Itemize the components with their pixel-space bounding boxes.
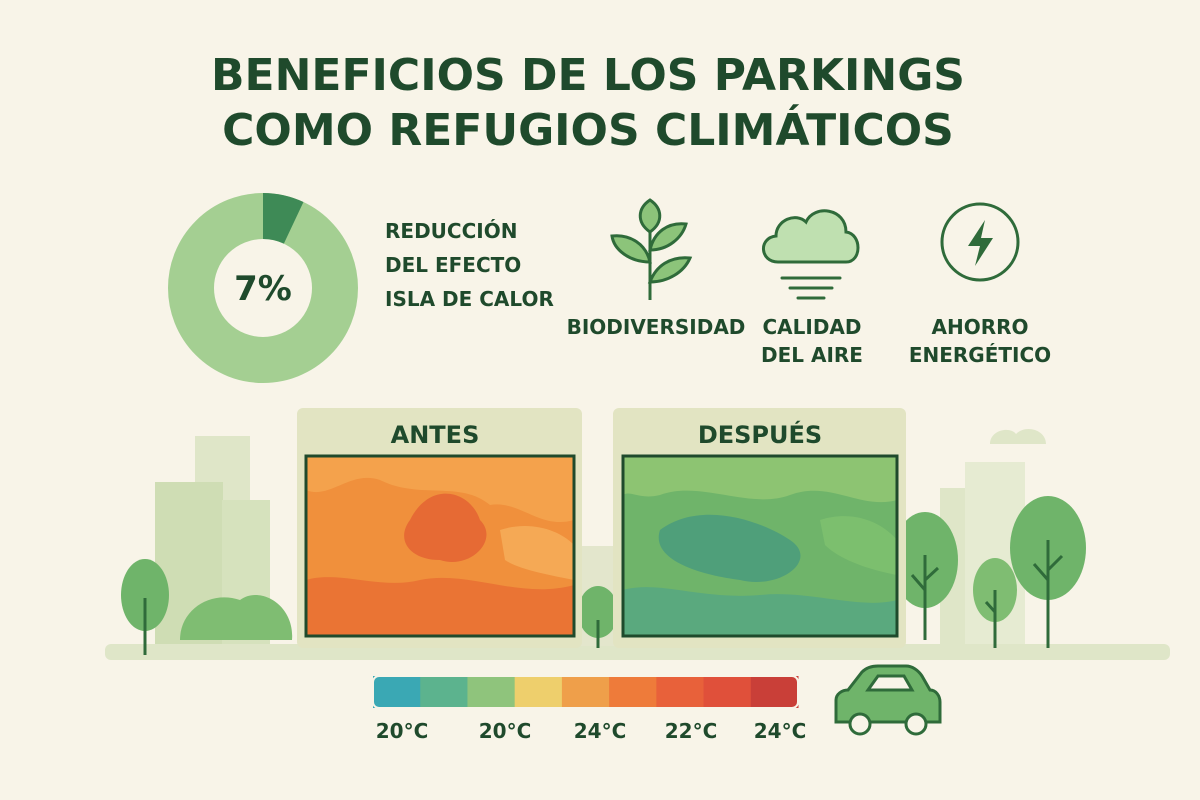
donut: 7% — [168, 193, 358, 383]
donut-label: 7% — [234, 269, 292, 309]
benefit-label: CALIDAD — [762, 315, 861, 339]
leaf-icon — [610, 198, 693, 300]
scale-swatch — [561, 676, 610, 708]
benefit-label: DEL AIRE — [761, 343, 863, 367]
temperature-scale — [372, 675, 799, 709]
scale-swatch — [373, 676, 421, 708]
panel-after: DESPUÉS — [613, 408, 906, 648]
car-icon — [834, 664, 942, 736]
scale-swatch — [467, 676, 516, 708]
scale-frame — [372, 675, 799, 709]
scale-swatch — [609, 676, 657, 708]
title-line: BENEFICIOS DE LOS PARKINGS — [211, 50, 965, 101]
scale-swatch — [514, 676, 563, 708]
scale-swatch — [420, 676, 468, 708]
scale-label: 24°C — [574, 719, 627, 743]
scale-label: 22°C — [665, 719, 718, 743]
scale-swatch — [750, 676, 799, 708]
benefit-label: BIODIVERSIDAD — [567, 315, 746, 339]
scale-label: 24°C — [754, 719, 807, 743]
panel-before: ANTES — [297, 408, 582, 648]
cloud-icon — [762, 209, 860, 300]
scale-swatch — [656, 676, 705, 708]
panel-title: DESPUÉS — [698, 420, 822, 449]
caption-line: REDUCCIÓN — [385, 219, 517, 243]
donut-segment — [263, 193, 304, 244]
energy-icon — [940, 202, 1020, 282]
caption-line: DEL EFECTO — [385, 253, 521, 277]
title-line: COMO REFUGIOS CLIMÁTICOS — [222, 103, 954, 156]
scale-label: 20°C — [479, 719, 532, 743]
benefit-label: AHORRO — [931, 315, 1028, 339]
scale-swatch — [703, 676, 752, 708]
caption-line: ISLA DE CALOR — [385, 287, 554, 311]
benefit-label: ENERGÉTICO — [909, 343, 1051, 367]
panel-title: ANTES — [391, 421, 480, 449]
scale-label: 20°C — [376, 719, 429, 743]
